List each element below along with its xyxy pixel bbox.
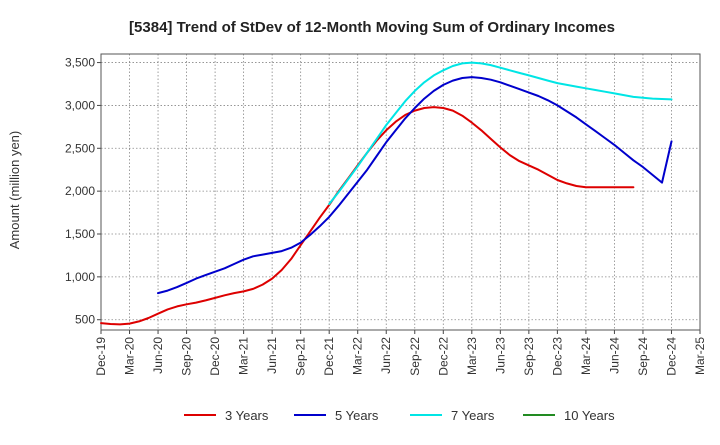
x-tick-label: Mar-21 xyxy=(237,337,251,375)
chart-title: [5384] Trend of StDev of 12-Month Moving… xyxy=(129,19,615,36)
x-tick-label: Sep-23 xyxy=(522,337,536,376)
series-layer xyxy=(100,61,673,326)
x-tick-label: Mar-23 xyxy=(465,337,479,375)
x-tick-label: Dec-22 xyxy=(436,337,450,376)
series-line-7-years xyxy=(328,61,673,205)
x-tick-label: Sep-24 xyxy=(636,337,650,376)
grid-layer xyxy=(100,54,701,330)
x-tick-label: Mar-25 xyxy=(693,337,707,375)
x-tick-label: Sep-22 xyxy=(408,337,422,376)
plot-frame xyxy=(100,53,701,331)
y-tick-label: 2,000 xyxy=(65,184,95,198)
legend-label-3-years: 3 Years xyxy=(225,408,269,423)
x-tick-label: Mar-22 xyxy=(351,337,365,375)
series-line-5-years xyxy=(157,76,673,295)
x-tick-label: Jun-21 xyxy=(265,337,279,374)
x-tick-label: Jun-23 xyxy=(493,337,507,374)
x-tick-label: Jun-24 xyxy=(607,337,621,374)
y-tick-label: 3,500 xyxy=(65,56,95,70)
x-tick-label: Sep-20 xyxy=(180,337,194,376)
y-tick-label: 1,000 xyxy=(65,270,95,284)
x-tick-label: Dec-20 xyxy=(208,337,222,376)
axis-layer: Dec-19 Mar-20 Jun-20 Sep-20 Dec-20 Mar-21 Jun-… xyxy=(65,53,707,376)
x-tick-label: Jun-22 xyxy=(379,337,393,374)
y-tick-label: 500 xyxy=(75,313,95,327)
legend-label-10-years: 10 Years xyxy=(564,408,615,423)
y-tick-label: 1,500 xyxy=(65,227,95,241)
legend-layer: 3 Years 5 Years 7 Years 10 Years xyxy=(184,408,615,423)
x-tick-label: Sep-21 xyxy=(294,337,308,376)
y-tick-label: 3,000 xyxy=(65,98,95,112)
x-tick-label: Mar-24 xyxy=(579,337,593,375)
y-tick-label: 2,500 xyxy=(65,141,95,155)
legend-label-5-years: 5 Years xyxy=(335,408,379,423)
x-tick-label: Jun-20 xyxy=(151,337,165,374)
x-tick-label: Dec-24 xyxy=(664,337,678,376)
series-line-3-years xyxy=(100,106,635,326)
x-tick-label: Dec-21 xyxy=(322,337,336,376)
y-axis-label: Amount (million yen) xyxy=(7,131,22,250)
legend-label-7-years: 7 Years xyxy=(451,408,495,423)
x-tick-label: Dec-23 xyxy=(550,337,564,376)
x-tick-label: Mar-20 xyxy=(123,337,137,375)
x-tick-label: Dec-19 xyxy=(94,337,108,376)
